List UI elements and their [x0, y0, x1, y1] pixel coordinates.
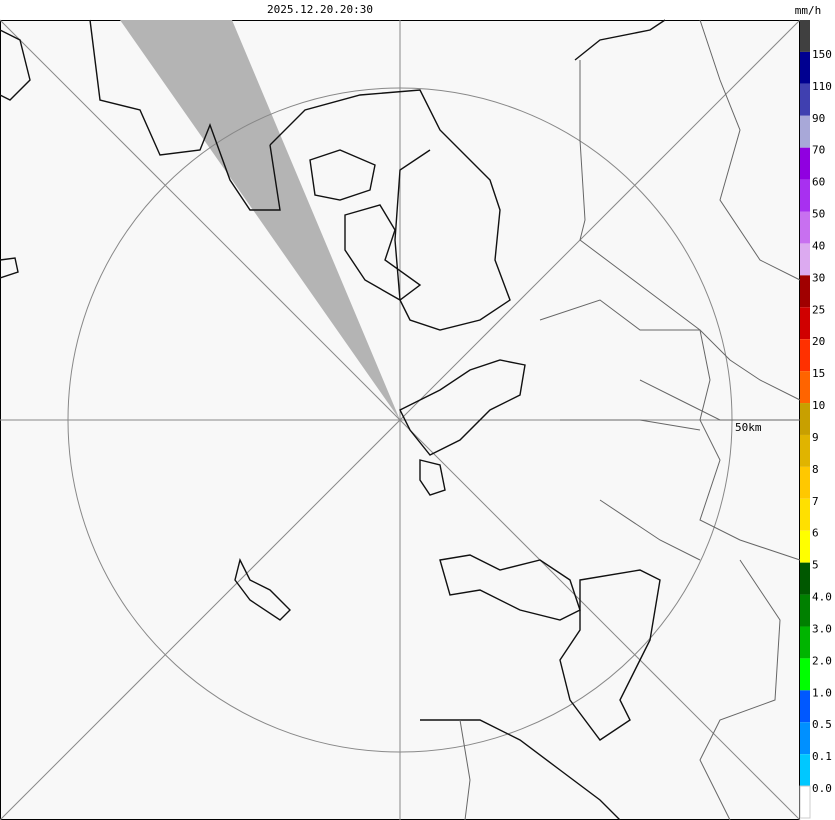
legend-label: 15	[812, 367, 825, 380]
legend-label: 20	[812, 335, 825, 348]
legend-swatch	[800, 147, 810, 180]
beam-blockage	[120, 20, 400, 420]
legend-label: 0.5	[812, 718, 832, 731]
legend-swatch	[800, 658, 810, 691]
legend-swatch	[800, 243, 810, 276]
legend-swatch	[800, 20, 810, 52]
legend-swatch	[800, 626, 810, 659]
coastline	[89, 19, 281, 211]
boundary	[539, 299, 801, 561]
legend-label: 7	[812, 495, 819, 508]
coastline	[0, 257, 19, 279]
legend-label: 150	[812, 48, 832, 61]
legend-label: 30	[812, 271, 825, 284]
map: 50km	[0, 19, 801, 820]
guide-line	[0, 19, 801, 820]
legend-swatch	[800, 498, 810, 531]
range-label: 50km	[735, 421, 762, 434]
legend-swatch	[800, 562, 810, 595]
unit-label: mm/h	[795, 4, 822, 17]
legend-swatch	[800, 275, 810, 308]
legend-label: 6	[812, 527, 819, 540]
legend-label: 9	[812, 431, 819, 444]
coastline	[234, 557, 291, 621]
legend-label: 1.0	[812, 686, 832, 699]
legend-label: 90	[812, 112, 825, 125]
legend-label: 50	[812, 208, 825, 221]
coastline	[0, 29, 31, 101]
legend-swatch	[800, 307, 810, 340]
legend-swatch	[800, 115, 810, 148]
legend-swatch	[800, 211, 810, 244]
legend-swatch	[800, 179, 810, 212]
legend-swatch	[800, 51, 810, 84]
legend-swatch	[800, 594, 810, 627]
legend-label: 2.0	[812, 654, 832, 667]
coastline	[419, 459, 446, 496]
legend-swatch	[800, 434, 810, 467]
legend-label: 0.0	[812, 782, 832, 795]
legend-label: 10	[812, 399, 825, 412]
legend-label: 70	[812, 144, 825, 157]
boundary	[579, 19, 801, 281]
legend-swatch	[800, 690, 810, 723]
legend-swatch	[800, 754, 810, 787]
legend-swatch	[800, 530, 810, 563]
timestamp: 2025.12.20.20:30	[267, 3, 373, 16]
legend-label: 0.1	[812, 750, 832, 763]
legend-swatch	[800, 339, 810, 372]
legend-swatch	[799, 785, 811, 819]
legend-label: 5	[812, 559, 819, 572]
coastline	[399, 359, 526, 456]
legend-swatch	[800, 83, 810, 116]
legend-label: 25	[812, 303, 825, 316]
legend: 150 110 90 70 60 50 40 30 25 20 15 10 9 8 7 6 5 4.0 3.0 2.0…	[799, 20, 832, 819]
coastline	[344, 204, 422, 301]
legend-swatch	[800, 371, 810, 404]
legend-swatch	[800, 403, 810, 435]
coastline	[309, 149, 376, 201]
legend-swatch	[800, 466, 810, 499]
boundary	[459, 559, 781, 820]
legend-label: 110	[812, 80, 832, 93]
legend-label: 4.0	[812, 591, 832, 604]
coastline	[559, 569, 661, 741]
legend-swatch	[800, 722, 810, 755]
legend-label: 8	[812, 463, 819, 476]
coastline	[420, 719, 621, 820]
coastline	[574, 19, 666, 61]
legend-label: 40	[812, 239, 825, 252]
legend-label: 3.0	[812, 622, 832, 635]
legend-label: 60	[812, 176, 825, 189]
coastline	[269, 89, 511, 331]
